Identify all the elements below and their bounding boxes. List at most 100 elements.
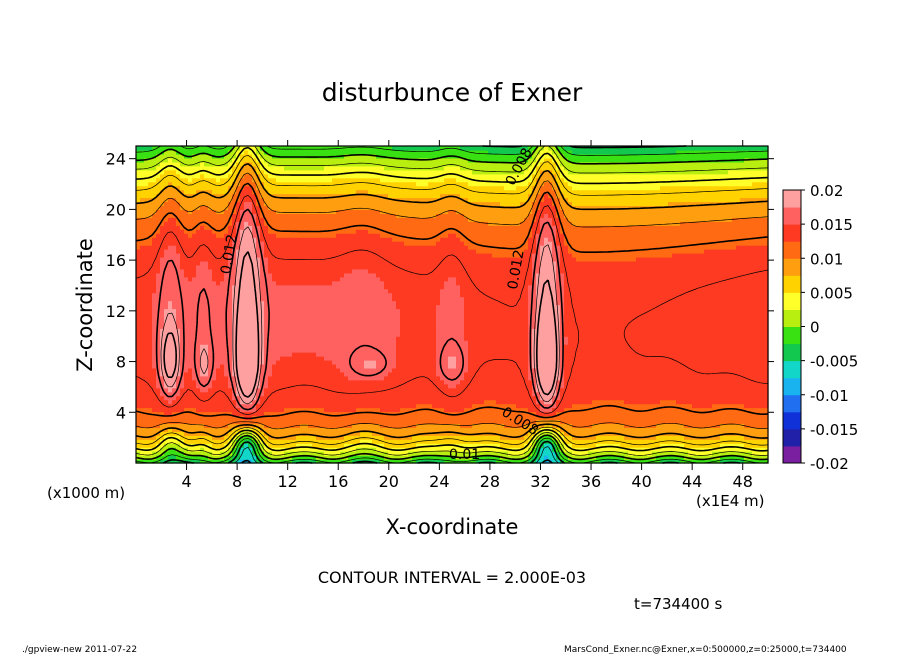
heatmap-cell <box>312 427 317 432</box>
heatmap-cell <box>168 391 173 397</box>
heatmap-cell <box>448 439 453 444</box>
heatmap-cell <box>688 359 693 365</box>
heatmap-cell <box>544 375 549 381</box>
heatmap-cell <box>332 340 337 345</box>
heatmap-cell <box>540 459 545 464</box>
heatmap-cell <box>580 419 585 424</box>
heatmap-cell <box>316 439 321 444</box>
heatmap-cell <box>252 387 257 393</box>
heatmap-cell <box>480 352 485 357</box>
heatmap-cell <box>388 411 393 417</box>
heatmap-cell <box>504 387 509 393</box>
heatmap-cell <box>436 395 441 401</box>
heatmap-cell <box>176 395 181 401</box>
heatmap-cell <box>672 415 677 421</box>
heatmap-cell <box>440 387 445 393</box>
heatmap-cell <box>652 431 657 436</box>
heatmap-cell <box>728 391 733 397</box>
heatmap-cell <box>308 447 313 452</box>
heatmap-cell <box>184 383 189 389</box>
heatmap-cell <box>312 395 317 401</box>
heatmap-cell <box>148 431 153 436</box>
heatmap-cell <box>300 395 305 401</box>
heatmap-cell <box>260 447 265 452</box>
heatmap-cell <box>308 352 313 357</box>
heatmap-cell <box>312 407 317 413</box>
heatmap-cell <box>492 395 497 401</box>
heatmap-cell <box>572 399 577 405</box>
heatmap-cell <box>160 395 165 401</box>
heatmap-cell <box>564 359 569 365</box>
heatmap-cell <box>664 447 669 452</box>
heatmap-cell <box>372 427 377 432</box>
heatmap-cell <box>740 387 745 393</box>
heatmap-cell <box>192 423 197 428</box>
heatmap-cell <box>476 443 481 448</box>
heatmap-cell <box>440 459 445 464</box>
heatmap-cell <box>512 419 517 424</box>
heatmap-cell <box>376 455 381 460</box>
heatmap-cell <box>296 443 301 448</box>
heatmap-cell <box>400 439 405 444</box>
heatmap-cell <box>224 387 229 393</box>
heatmap-cell <box>508 391 513 397</box>
heatmap-cell <box>728 439 733 444</box>
heatmap-cell <box>672 423 677 428</box>
heatmap-cell <box>724 447 729 452</box>
heatmap-cell <box>468 371 473 377</box>
heatmap-cell <box>292 423 297 428</box>
heatmap-cell <box>568 348 573 353</box>
heatmap-cell <box>452 344 457 349</box>
heatmap-cell <box>324 375 329 381</box>
heatmap-cell <box>484 383 489 389</box>
heatmap-cell <box>584 411 589 417</box>
heatmap-cell <box>492 344 497 349</box>
heatmap-cell <box>324 407 329 413</box>
heatmap-cell <box>740 447 745 452</box>
heatmap-cell <box>144 352 149 357</box>
heatmap-cell <box>508 348 513 353</box>
heatmap-cell <box>220 407 225 413</box>
heatmap-cell <box>500 411 505 417</box>
heatmap-cell <box>380 391 385 397</box>
heatmap-cell <box>152 439 157 444</box>
heatmap-cell <box>764 419 769 424</box>
heatmap-cell <box>400 344 405 349</box>
heatmap-cell <box>328 395 333 401</box>
heatmap-cell <box>624 391 629 397</box>
heatmap-cell <box>348 387 353 393</box>
heatmap-cell <box>448 375 453 381</box>
heatmap-cell <box>364 340 369 345</box>
heatmap-cell <box>664 455 669 460</box>
heatmap-cell <box>368 367 373 373</box>
heatmap-cell <box>244 367 249 373</box>
heatmap-cell <box>676 443 681 448</box>
heatmap-cell <box>580 447 585 452</box>
heatmap-cell <box>160 359 165 365</box>
heatmap-cell <box>568 427 573 432</box>
heatmap-cell <box>716 459 721 464</box>
heatmap-cell <box>680 415 685 421</box>
heatmap-cell <box>552 367 557 373</box>
heatmap-cell <box>688 348 693 353</box>
heatmap-cell <box>172 415 177 421</box>
heatmap-cell <box>508 407 513 413</box>
heatmap-cell <box>260 375 265 381</box>
heatmap-cell <box>344 383 349 389</box>
heatmap-cell <box>292 367 297 373</box>
heatmap-cell <box>452 423 457 428</box>
heatmap-cell <box>188 383 193 389</box>
heatmap-cell <box>548 371 553 377</box>
heatmap-cell <box>584 435 589 440</box>
heatmap-cell <box>224 455 229 460</box>
heatmap-cell <box>524 395 529 401</box>
heatmap-cell <box>292 439 297 444</box>
heatmap-cell <box>608 356 613 361</box>
heatmap-cell <box>748 383 753 389</box>
heatmap-cell <box>176 415 181 421</box>
heatmap-cell <box>280 363 285 369</box>
heatmap-cell <box>704 411 709 417</box>
heatmap-cell <box>564 352 569 357</box>
heatmap-cell <box>708 415 713 421</box>
heatmap-cell <box>264 411 269 417</box>
